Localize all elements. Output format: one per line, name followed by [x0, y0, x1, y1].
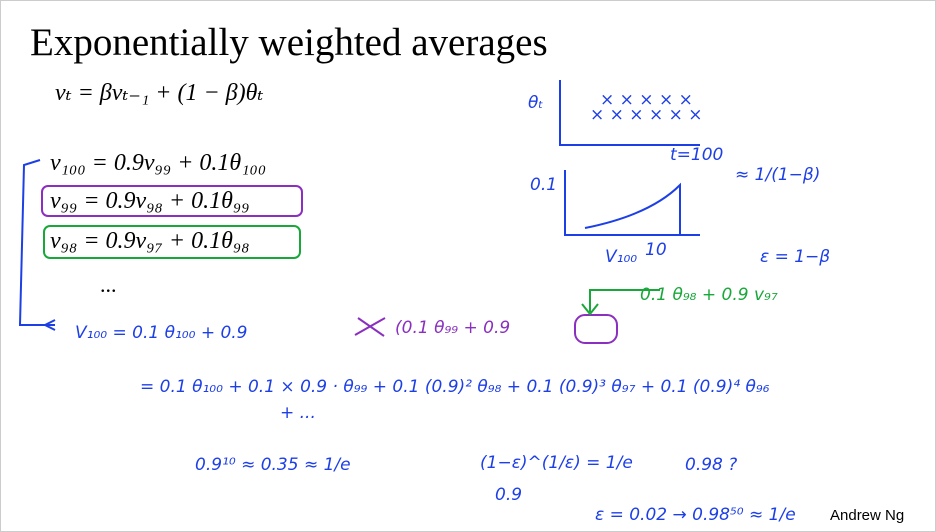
equation: v₁₀₀ = 0.9v₉₉ + 0.1θ₁₀₀ [50, 150, 266, 176]
note: 0.98 ? [685, 455, 737, 475]
note: θₜ [528, 93, 543, 113]
equation: vₜ = βvₜ₋₁ + (1 − β)θₜ [55, 80, 263, 106]
author: Andrew Ng [830, 507, 904, 524]
note: ε = 1−β [760, 247, 830, 267]
sketch-decay [564, 170, 700, 236]
note: V₁₀₀ [605, 247, 637, 267]
note: ≈ 1/(1−β) [735, 165, 820, 185]
note: 10 [645, 240, 667, 260]
note: (0.1 θ₉₉ + 0.9 [395, 318, 510, 338]
note: + ... [280, 403, 316, 423]
note: = 0.1 θ₁₀₀ + 0.1 × 0.9 · θ₉₉ + 0.1 (0.9)… [140, 377, 770, 397]
bracket-arrow [18, 159, 56, 331]
green-box [43, 225, 301, 259]
note: (1−ε)^(1/ε) = 1/e [480, 453, 633, 473]
note: ε = 0.02 → 0.98⁵⁰ ≈ 1/e [595, 505, 796, 525]
ellipsis: ... [100, 272, 117, 297]
scatter-sketch: × × × × × [600, 90, 693, 110]
note: V₁₀₀ = 0.1 θ₁₀₀ + 0.9 [75, 323, 248, 343]
note: 0.9¹⁰ ≈ 0.35 ≈ 1/e [195, 455, 351, 475]
strike [354, 317, 386, 337]
purple-box [41, 185, 303, 217]
note: 0.9 [495, 485, 522, 505]
equation: v₉₈ = 0.9v₉₇ + 0.1θ₉₈ [50, 228, 250, 254]
note: 0.1 [530, 175, 557, 195]
note: 0.1 θ₉₈ + 0.9 v₉₇ [640, 285, 778, 305]
sketch-axes [559, 80, 700, 146]
green-arrow [581, 289, 660, 316]
purple-circle [574, 314, 618, 344]
scatter-sketch: × × × × × × [590, 105, 702, 125]
equation: v₉₉ = 0.9v₉₈ + 0.1θ₉₉ [50, 188, 250, 214]
title: Exponentially weighted averages [30, 21, 548, 64]
note: t=100 [670, 145, 723, 165]
